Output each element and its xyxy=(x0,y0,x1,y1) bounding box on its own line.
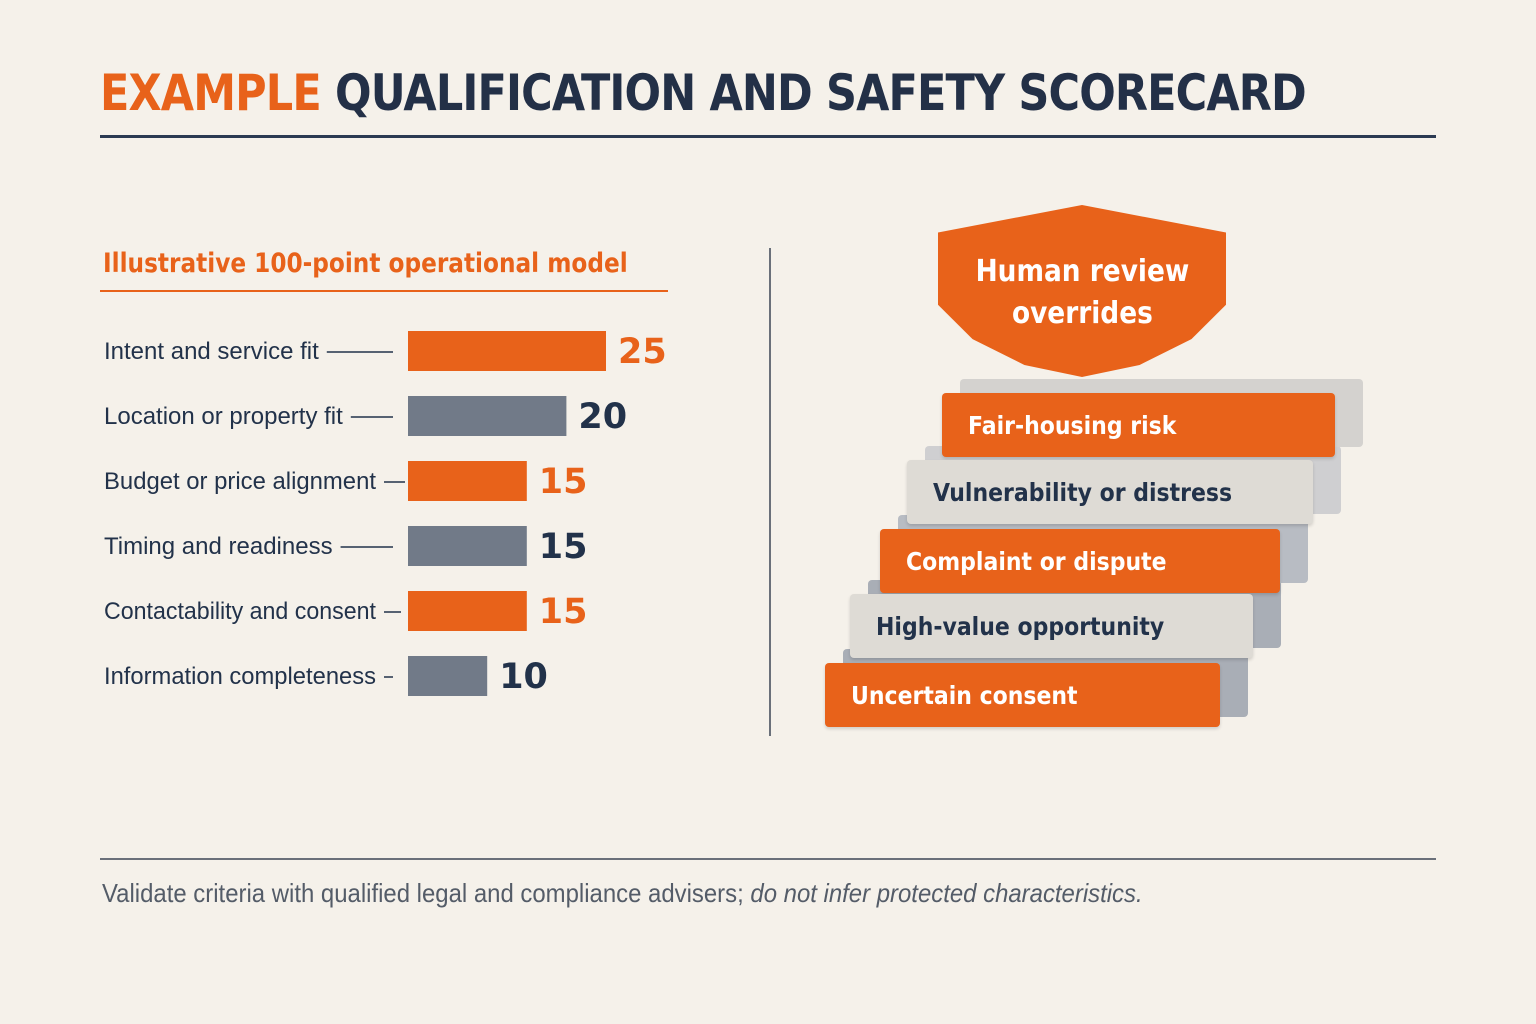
override-label: Vulnerability or distress xyxy=(933,477,1233,507)
value-label: 15 xyxy=(539,462,588,502)
bar xyxy=(408,331,606,371)
value-label: 15 xyxy=(539,592,588,632)
bar xyxy=(408,526,527,566)
section-divider xyxy=(769,248,771,736)
bar xyxy=(408,591,527,631)
override-label: Complaint or dispute xyxy=(906,546,1167,576)
category-label: Location or property fit xyxy=(104,403,343,430)
footer-emphasis: do not infer protected characteristics. xyxy=(750,878,1143,908)
category-label: Contactability and consent xyxy=(104,598,376,625)
category-label: Budget or price alignment xyxy=(104,468,376,495)
bar xyxy=(408,396,567,436)
chart-title-underline xyxy=(100,290,668,292)
title-text: QUALIFICATION AND SAFETY SCORECARD xyxy=(334,64,1307,122)
override-label: Fair-housing risk xyxy=(968,410,1177,440)
value-label: 20 xyxy=(578,397,627,437)
category-label: Timing and readiness xyxy=(104,533,333,560)
value-label: 15 xyxy=(539,527,588,567)
override-card: Uncertain consent xyxy=(825,663,1220,727)
title-divider xyxy=(100,135,1436,138)
override-label: High-value opportunity xyxy=(876,611,1165,641)
value-label: 25 xyxy=(618,332,667,372)
override-card: Complaint or dispute xyxy=(880,529,1280,593)
page-title: EXAMPLE QUALIFICATION AND SAFETY SCORECA… xyxy=(100,58,1307,128)
footer-divider xyxy=(100,858,1436,860)
footer-note: Validate criteria with qualified legal a… xyxy=(102,878,1143,909)
footer-text: Validate criteria with qualified legal a… xyxy=(102,878,751,908)
title-keyword: EXAMPLE xyxy=(100,64,322,122)
override-card: Fair-housing risk xyxy=(942,393,1335,457)
bar xyxy=(408,656,488,696)
override-label: Uncertain consent xyxy=(851,680,1078,710)
override-card: High-value opportunity xyxy=(850,594,1253,658)
shield-badge: Human review overrides xyxy=(938,205,1226,377)
category-label: Information completeness xyxy=(104,663,376,690)
bar xyxy=(408,461,527,501)
override-card: Vulnerability or distress xyxy=(907,460,1313,524)
chart-title: Illustrative 100-point operational model xyxy=(103,248,628,279)
shield-label: Human review overrides xyxy=(975,254,1189,331)
value-label: 10 xyxy=(499,657,548,697)
category-label: Intent and service fit xyxy=(104,338,319,365)
score-bar-chart: Intent and service fit 25 Location or prop… xyxy=(104,331,667,697)
